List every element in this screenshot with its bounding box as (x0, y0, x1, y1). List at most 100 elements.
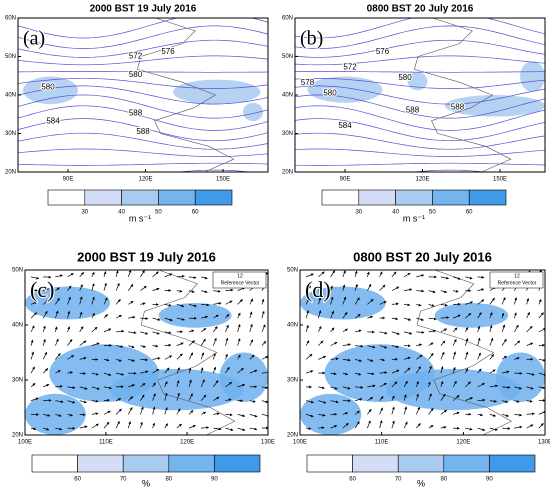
wind-vector (116, 345, 124, 348)
colorbar-tick-label: 70 (395, 477, 402, 483)
wind-vector (176, 380, 180, 387)
lat-tick-label: 30N (12, 378, 23, 384)
wind-vector (526, 372, 535, 376)
wind-vector (440, 351, 445, 360)
shading (219, 352, 268, 402)
wind-vector (176, 367, 180, 374)
wind-vector (318, 413, 326, 417)
wind-vector (465, 327, 469, 333)
wind-vector (379, 284, 386, 291)
wind-vector (477, 383, 485, 388)
wind-vector (453, 276, 461, 280)
wind-vector (526, 297, 530, 305)
wind-vector (379, 407, 383, 415)
wind-vector (354, 421, 360, 429)
contour (295, 148, 545, 157)
wind-vector (91, 372, 99, 376)
wind-vector (140, 383, 146, 388)
wind-vector (152, 287, 160, 291)
colorbar-box (121, 189, 159, 206)
wind-vector (367, 315, 374, 319)
colorbar-tick-label: 40 (392, 210, 399, 216)
wind-vector (200, 394, 207, 401)
colorbar-box (352, 454, 399, 473)
wind-vector (237, 383, 246, 388)
wind-vector (538, 372, 545, 377)
colorbar-tick-label: 90 (486, 477, 493, 483)
panel-label: (d) (305, 277, 331, 302)
wind-vector (128, 300, 134, 305)
wind-vector (30, 325, 35, 333)
wind-vector (42, 338, 46, 346)
wind-vector (67, 371, 73, 375)
wind-vector (342, 328, 348, 333)
wind-vector (342, 296, 347, 305)
map-area (300, 270, 545, 435)
wind-vector (355, 329, 362, 333)
wind-vector (152, 406, 156, 415)
wind-vector (55, 338, 59, 346)
wind-vector (452, 395, 460, 401)
colorbar-tick-label: 60 (466, 210, 473, 216)
wind-vector (103, 421, 110, 429)
contour-label: 588 (136, 127, 150, 136)
colorbar-unit: m s⁻¹ (129, 213, 151, 223)
wind-vector (477, 413, 484, 417)
contour (295, 55, 545, 66)
wind-vector (127, 421, 131, 429)
wind-vector (116, 359, 122, 362)
wind-vector (91, 423, 99, 429)
wind-vector (416, 406, 420, 415)
contour-label: 580 (41, 82, 55, 91)
lat-tick-label: 40N (5, 93, 16, 99)
wind-vector (55, 287, 60, 291)
wind-vector (367, 298, 374, 305)
wind-vector (366, 271, 370, 277)
wind-vector (477, 299, 485, 305)
wind-vector (404, 331, 413, 335)
contour (18, 132, 268, 150)
wind-vector (79, 356, 87, 360)
wind-vector (42, 368, 49, 374)
wind-vector (477, 427, 486, 431)
wind-vector (30, 276, 40, 280)
wind-vector (342, 270, 346, 278)
contour (295, 132, 545, 150)
wind-vector (225, 427, 234, 431)
map-frame (24, 269, 269, 436)
reference-value: 12 (237, 273, 243, 279)
wind-vector (30, 427, 37, 431)
wind-vector (79, 400, 87, 404)
lat-tick-label: 50N (5, 54, 16, 60)
wind-vector (140, 358, 148, 362)
colorbar-box (122, 454, 170, 473)
lat-tick-label: 20N (5, 170, 16, 176)
wind-vector (67, 339, 73, 346)
wind-vector (318, 426, 325, 430)
lon-tick-label: 130E (538, 440, 550, 446)
wind-vector (103, 386, 112, 390)
colorbar-tick-label: 50 (155, 210, 162, 216)
wind-vector (379, 271, 383, 278)
wind-vector (237, 312, 241, 319)
wind-vector (416, 343, 423, 347)
contour-label: 578 (301, 78, 315, 87)
lat-tick-label: 40N (287, 323, 298, 329)
wind-vector (91, 386, 100, 390)
wind-vector (201, 290, 208, 294)
wind-vector (379, 301, 387, 305)
wind-vector (176, 317, 185, 321)
reference-box (212, 271, 267, 289)
wind-vector (212, 337, 217, 346)
wind-vector (318, 297, 322, 305)
wind-vector (261, 414, 268, 417)
wind-vector (152, 317, 161, 321)
wind-vector (342, 358, 351, 362)
map-panel: 0800 BST 20 July 20165725765785805805845… (282, 4, 546, 223)
wind-vector (318, 310, 322, 319)
wind-vector (67, 273, 74, 278)
wind-vector (225, 300, 233, 305)
colorbar-tick-label: 80 (165, 477, 172, 483)
wind-vector (514, 297, 518, 305)
wind-vector (176, 304, 185, 308)
